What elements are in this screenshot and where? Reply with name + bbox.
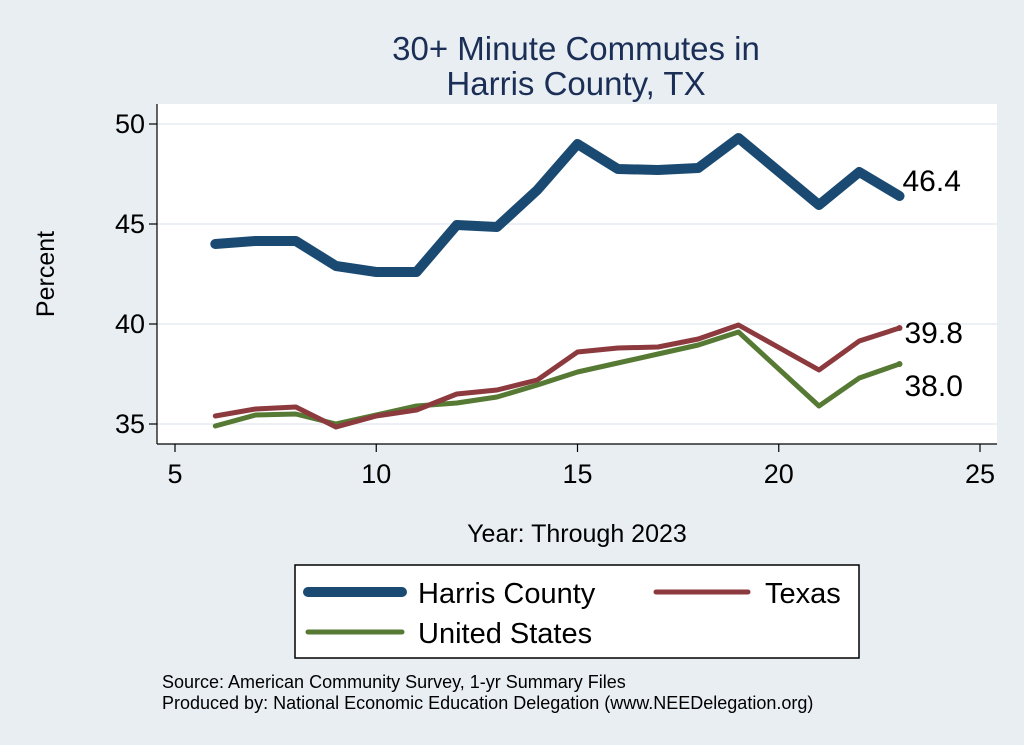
y-axis-title: Percent xyxy=(32,231,60,317)
series-end-point-texas xyxy=(896,325,903,331)
series-line-harris-county xyxy=(210,133,905,277)
x-tick-label-20: 20 xyxy=(764,459,794,489)
series-end-point-united-states xyxy=(896,361,903,367)
legend-label-texas: Texas xyxy=(765,578,841,610)
gridlines xyxy=(157,123,997,425)
chart-title-line-1: 30+ Minute Commutes in xyxy=(392,30,760,67)
series-end-point-harris-county xyxy=(896,193,903,199)
end-label-united-states: 38.0 xyxy=(905,370,963,403)
y-tick-label-40: 40 xyxy=(115,309,145,339)
series-line-texas xyxy=(212,322,902,430)
end-label-texas: 39.8 xyxy=(905,317,963,350)
x-axis-title: Year: Through 2023 xyxy=(467,520,687,548)
y-tick-label-35: 35 xyxy=(115,409,145,439)
series-layer xyxy=(210,133,905,430)
chart-title-line-2: Harris County, TX xyxy=(446,65,705,102)
y-ticks: 35 40 45 50 xyxy=(115,109,157,439)
source-note: Source: American Community Survey, 1-yr … xyxy=(162,672,626,692)
legend-label-harris-county: Harris County xyxy=(418,578,596,610)
legend-box xyxy=(294,564,860,659)
y-tick-label-50: 50 xyxy=(115,109,145,139)
plot-area xyxy=(157,104,997,444)
x-tick-label-5: 5 xyxy=(167,459,182,489)
y-tick-label-45: 45 xyxy=(115,209,145,239)
x-tick-label-25: 25 xyxy=(965,459,995,489)
legend-label-united-states: United States xyxy=(418,618,592,650)
end-labels: 46.4 39.8 38.0 xyxy=(903,165,963,403)
end-label-harris-county: 46.4 xyxy=(903,165,961,198)
x-tick-label-15: 15 xyxy=(562,459,592,489)
producer-note: Produced by: National Economic Education… xyxy=(162,693,813,713)
x-ticks: 5 10 15 20 25 xyxy=(167,444,995,489)
x-tick-label-10: 10 xyxy=(361,459,391,489)
legend: Harris County Texas United States xyxy=(294,564,860,659)
